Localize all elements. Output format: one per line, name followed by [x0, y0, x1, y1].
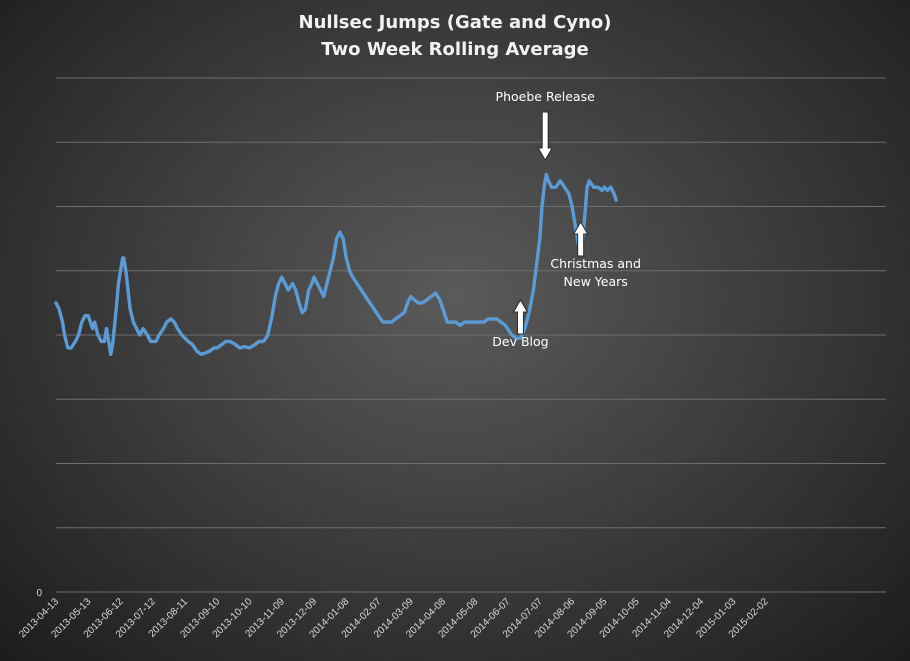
annotation-label: Christmas and: [550, 256, 641, 271]
annotation-label: New Years: [564, 274, 628, 289]
annotation: Phoebe Release: [496, 89, 596, 161]
x-axis-labels: 2013-04-132013-05-132013-06-122013-07-12…: [17, 596, 771, 640]
series-line: [54, 172, 618, 356]
annotation: Christmas and New Years: [550, 221, 641, 289]
series-group: [54, 172, 618, 356]
annotation-label: Phoebe Release: [496, 89, 596, 104]
y-tick-label: 0: [36, 588, 42, 599]
chart-subtitle: Two Week Rolling Average: [321, 39, 588, 60]
chart-title: Nullsec Jumps (Gate and Cyno): [299, 12, 612, 33]
gridlines: [56, 77, 886, 593]
annotations: Phoebe Release Dev Blog Christmas and New Y…: [492, 89, 641, 349]
annotation: Dev Blog: [492, 299, 549, 349]
up-arrow-icon: [572, 221, 589, 257]
y-axis-labels: 0: [36, 588, 42, 599]
annotation-label: Dev Blog: [492, 334, 548, 349]
up-arrow-icon: [512, 299, 529, 335]
down-arrow-icon: [537, 111, 554, 161]
